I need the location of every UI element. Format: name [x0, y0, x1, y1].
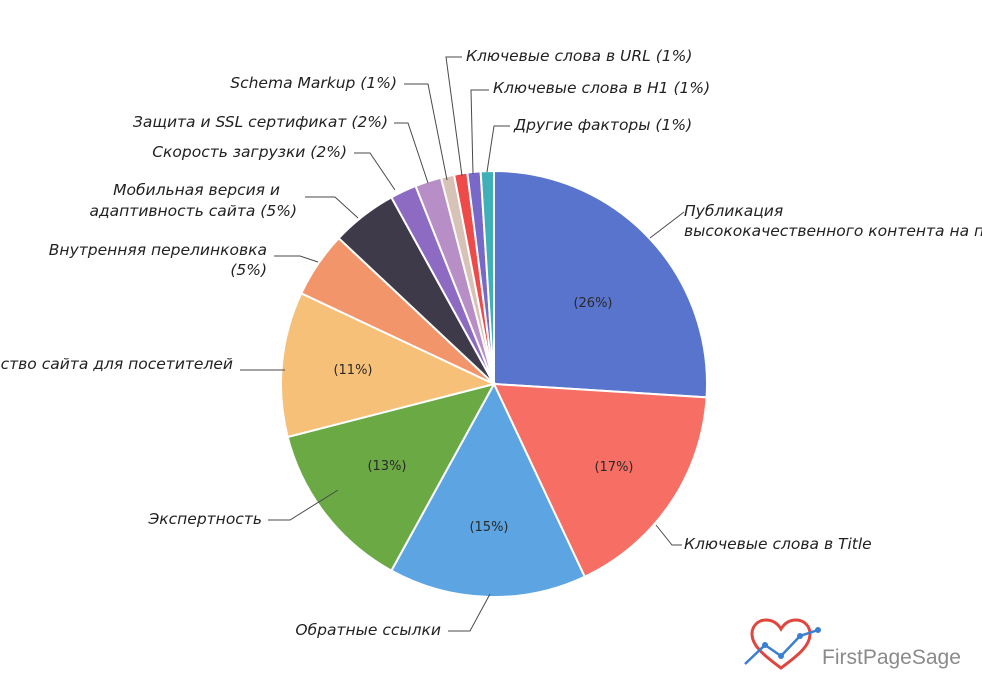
pie-slice: [492, 382, 708, 579]
pie-slice: [390, 381, 587, 598]
brand-logo: FirstPageSage: [744, 618, 961, 670]
slice-percent-label: (15%): [469, 520, 508, 535]
slice-label: Обратные ссылки: [295, 621, 441, 639]
slice-label: Скорость загрузки (2%): [152, 143, 347, 161]
leader-line: [655, 524, 682, 546]
slice-label: Ключевые слова в URL (1%): [466, 47, 692, 65]
slice-percent-label: (13%): [367, 459, 406, 474]
pie-slice: [493, 169, 708, 399]
pie-slice: [286, 382, 496, 573]
slice-percent-label: (26%): [573, 296, 612, 311]
slice-label: адаптивность сайта (5%): [89, 202, 297, 220]
slice-label: Защита и SSL сертификат (2%): [133, 113, 388, 131]
leader-line: [404, 83, 448, 181]
slice-label: Schema Markup (1%): [230, 74, 397, 92]
leader-lines: [240, 56, 685, 632]
slice-label: Внутренняя перелинковка: [49, 241, 267, 259]
slice-label: Публикация: [684, 202, 783, 220]
slice-percent-label: (11%): [333, 363, 372, 378]
leader-line: [486, 125, 510, 173]
slice-label: высококачественного контента на постоянн…: [684, 222, 982, 240]
leader-line: [274, 255, 319, 263]
slice-label: Экспертность: [147, 510, 262, 528]
leader-line: [268, 489, 339, 521]
slice-label: Мобильная версия и: [113, 181, 280, 199]
slice-percent-label: (17%): [594, 460, 633, 475]
leader-line: [394, 122, 429, 184]
heart-chart-logo-icon: [744, 618, 821, 670]
slice-label: (5%): [230, 261, 267, 279]
leader-line: [445, 56, 463, 177]
slice-label: Ключевые слова в H1 (1%): [493, 79, 710, 97]
slice-labels: Публикация высококачественного контента н…: [0, 47, 982, 639]
pie-slices: [280, 169, 708, 598]
slice-label: Ключевые слова в Title: [684, 535, 872, 553]
slice-label: Другие факторы (1%): [513, 116, 692, 134]
leader-line: [649, 211, 685, 239]
percent-labels: (26%) (17%) (15%) (13%) (11%): [333, 296, 633, 535]
leader-line: [354, 152, 396, 191]
slice-label: Удобство сайта для посетителей: [0, 355, 233, 373]
brand-name: FirstPageSage: [822, 646, 961, 669]
leader-line: [305, 196, 359, 219]
pie-slice: [280, 291, 497, 439]
leader-line: [448, 593, 491, 632]
leader-line: [470, 89, 489, 175]
